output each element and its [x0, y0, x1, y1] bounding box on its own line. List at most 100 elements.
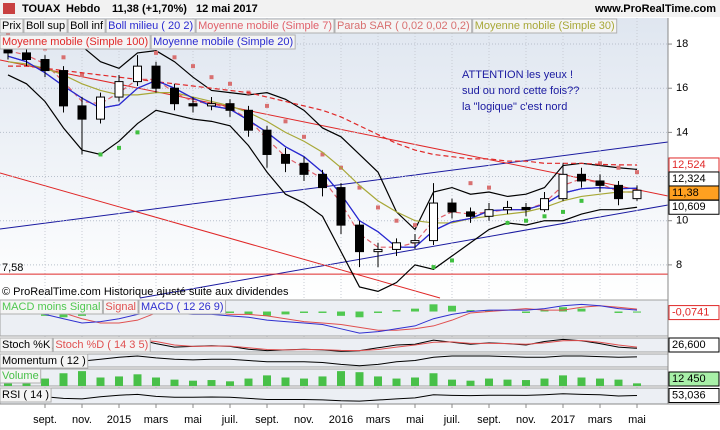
sar-dot — [579, 198, 584, 203]
annotation: ATTENTION les yeux ! — [462, 69, 573, 81]
indicator-line — [7, 36, 638, 231]
bar — [263, 375, 271, 386]
candle-body — [77, 105, 87, 120]
bar — [226, 381, 234, 386]
sar-dot — [468, 181, 473, 186]
bar — [633, 383, 641, 386]
price-label-box — [668, 199, 720, 215]
site: www.ProRealTime.com — [594, 3, 716, 15]
candle-body — [466, 211, 475, 217]
support-label: 7,58 — [2, 262, 23, 274]
sar-dot — [154, 50, 158, 55]
candle-body — [355, 224, 364, 253]
legend-label: Parab SAR ( 0,02 0,02 0,2) — [337, 20, 470, 32]
x-tick-label: 2017 — [551, 414, 575, 426]
candle-body — [595, 180, 605, 186]
bar — [577, 308, 586, 312]
bar — [263, 311, 271, 316]
candle-body — [188, 103, 198, 107]
price-label: 12,524 — [672, 159, 706, 171]
bar — [244, 378, 253, 386]
bar — [559, 307, 567, 312]
bar — [318, 376, 327, 386]
bar — [133, 374, 142, 386]
sar-dot — [394, 218, 399, 223]
price-label: -0,0741 — [672, 306, 709, 318]
bar — [41, 378, 49, 386]
bar — [59, 373, 68, 386]
legend-label: Moyenne mobile (Simple 7) — [198, 20, 332, 32]
candle-body — [410, 240, 420, 244]
price-label-box — [668, 337, 720, 353]
price-label: 11,38 — [672, 187, 699, 199]
bar — [559, 375, 567, 386]
footnote: © ProRealTime.com Historique ajusté suit… — [2, 286, 289, 298]
candle-body — [22, 52, 31, 61]
plot-background — [0, 18, 668, 298]
bar — [96, 377, 105, 386]
candle-body — [392, 242, 401, 250]
x-tick-label: 2016 — [329, 414, 353, 426]
sar-dot — [98, 152, 103, 157]
candle-body — [558, 173, 568, 200]
legend-label: Prix — [2, 20, 21, 32]
sar-dot — [117, 145, 121, 150]
symbol: TOUAX — [22, 3, 61, 15]
x-tick-label: juil. — [221, 414, 239, 426]
bar — [337, 371, 345, 386]
price-label: 53,036 — [672, 389, 706, 401]
annotation: sud ou nord cette fois?? — [462, 85, 579, 97]
candle-body — [503, 206, 512, 211]
indicator-line — [7, 74, 638, 293]
legend-label: Boll sup — [26, 20, 65, 32]
date: 12 mai 2017 — [196, 3, 258, 15]
price-label-box — [668, 371, 720, 387]
candle-body — [151, 65, 161, 89]
candle-body — [59, 70, 68, 107]
legend-label: Stoch %K — [2, 339, 51, 351]
sar-dot — [135, 130, 140, 135]
bar — [540, 310, 549, 312]
sar-dot — [505, 220, 510, 225]
price-label-box — [668, 388, 720, 404]
bar — [614, 311, 623, 313]
y-tick-label: 10 — [676, 215, 688, 227]
bar — [577, 377, 586, 386]
x-tick-label: mars — [144, 414, 169, 426]
price-label-box — [668, 305, 720, 321]
bar — [411, 377, 419, 386]
sar-dot — [542, 214, 547, 219]
x-tick-label: mai — [184, 414, 202, 426]
bar — [374, 311, 382, 313]
legend-label: Momentum ( 12 ) — [2, 355, 86, 367]
candle-body — [336, 187, 346, 226]
bar — [429, 373, 438, 386]
y-tick-label: 8 — [676, 259, 682, 271]
bar — [485, 310, 493, 312]
icon — [3, 3, 15, 14]
candle-body — [244, 109, 253, 131]
sar-dot — [376, 205, 380, 210]
sar-dot — [228, 81, 232, 86]
price-label: 26,600 — [672, 339, 706, 351]
candle-body — [281, 153, 290, 164]
legend-box — [138, 299, 227, 315]
candle-body — [521, 206, 531, 211]
sar-dot — [635, 170, 639, 175]
bar — [614, 379, 623, 386]
x-tick-label: juil. — [443, 414, 461, 426]
legend-box — [0, 34, 151, 50]
x-tick-label: mai — [406, 414, 424, 426]
candle-body — [484, 209, 494, 217]
sar-dot — [302, 134, 306, 139]
candle-body — [632, 189, 642, 200]
legend-box — [0, 299, 103, 315]
bar — [189, 380, 197, 386]
legend-box — [0, 387, 52, 403]
x-tick-label: sept. — [477, 414, 501, 426]
y-tick-label: 16 — [676, 82, 688, 94]
bar — [281, 311, 290, 315]
y-tick-label: 18 — [676, 38, 688, 50]
candle-body — [96, 96, 105, 120]
